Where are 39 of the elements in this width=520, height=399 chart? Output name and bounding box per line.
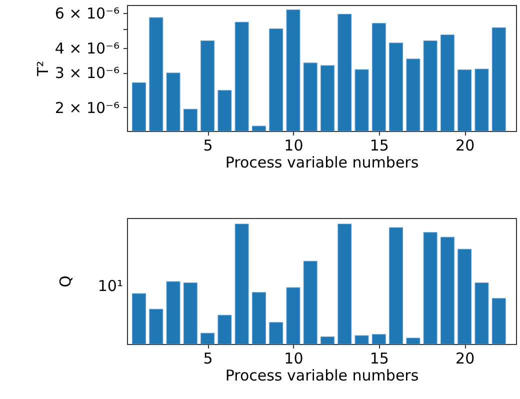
x-tick-label: 20 [456,136,475,154]
bar [406,338,420,344]
bar [372,334,386,344]
bar [354,335,369,344]
bar [234,224,249,344]
y-tick-label: 2 × 10⁻⁶ [54,98,120,117]
y-tick-label: 6 × 10⁻⁶ [54,4,120,23]
x-axis-title: Process variable numbers [225,366,419,384]
x-tick-label: 5 [203,136,213,154]
bar [389,227,404,344]
bar [286,287,300,344]
bar [320,336,334,344]
y-tick-label: 3 × 10⁻⁶ [54,64,120,82]
y-axis-title: Q [56,276,74,288]
bar [166,281,180,344]
bar [183,282,198,344]
bar [252,292,266,344]
bar [200,332,215,344]
bar [303,260,318,344]
bar [338,224,352,344]
text: 10¹ [98,277,123,296]
bar [423,232,438,344]
bar [474,282,489,344]
bar [440,236,454,344]
bar [492,298,506,344]
x-tick-label: 10 [284,136,304,154]
x-tick-label: 15 [370,350,389,368]
x-tick-label: 5 [203,350,213,368]
y-axis-title: T² [34,60,52,78]
bar [132,293,146,344]
x-tick-label: 20 [456,350,475,368]
x-tick-label: 10 [284,350,304,368]
y-tick-label: 4 × 10⁻⁶ [54,39,120,58]
bar [218,314,232,344]
bar [458,248,472,344]
x-axis-title: Process variable numbers [225,154,419,172]
x-tick-label: 15 [370,136,389,154]
bar [269,322,284,344]
bar [149,308,164,344]
